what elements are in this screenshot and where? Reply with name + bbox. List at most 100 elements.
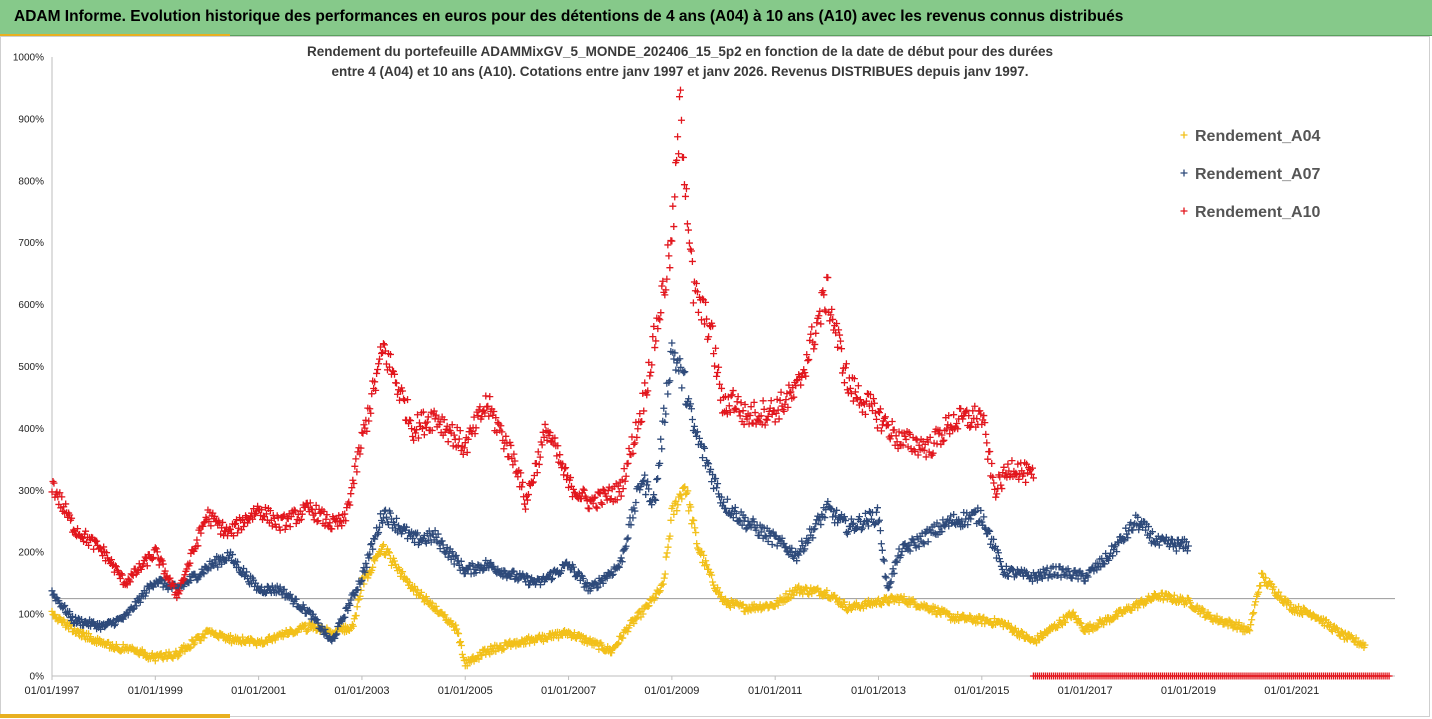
y-tick-label: 1000%	[13, 53, 44, 64]
data-point	[188, 636, 196, 644]
data-point	[1259, 570, 1267, 578]
data-point	[371, 557, 379, 565]
data-point	[1008, 457, 1016, 465]
data-point	[1299, 610, 1307, 618]
data-point	[406, 579, 414, 587]
data-point	[695, 434, 703, 442]
chart-frame	[0, 36, 1430, 717]
legend-label: Rendement_A07	[1195, 166, 1320, 183]
data-point	[313, 518, 321, 526]
data-point	[617, 492, 625, 500]
x-tick-label: 01/01/2021	[1264, 685, 1319, 697]
data-point	[671, 193, 679, 201]
data-point	[412, 429, 420, 437]
data-point	[864, 522, 872, 530]
data-point	[855, 513, 863, 521]
data-point	[56, 614, 64, 622]
data-point	[637, 418, 645, 426]
series-rendement-a07	[48, 339, 1192, 645]
data-point	[619, 634, 627, 642]
data-point	[523, 572, 531, 580]
data-point	[812, 329, 820, 337]
data-point	[1252, 598, 1260, 606]
data-point	[828, 305, 836, 313]
data-point	[455, 630, 463, 638]
data-point	[716, 588, 724, 596]
data-point	[890, 426, 898, 434]
data-point	[351, 462, 359, 470]
data-point	[1028, 577, 1036, 585]
data-point	[662, 410, 670, 418]
data-point	[97, 625, 105, 633]
x-tick-label: 01/01/2015	[954, 685, 1009, 697]
data-point	[892, 557, 900, 565]
data-point	[888, 418, 896, 426]
data-point	[801, 369, 809, 377]
data-point	[659, 580, 667, 588]
data-point	[962, 407, 970, 415]
data-point	[399, 527, 407, 535]
data-point	[151, 544, 159, 552]
data-point	[787, 548, 795, 556]
data-point	[945, 412, 953, 420]
data-point	[1060, 617, 1068, 625]
data-point	[653, 475, 661, 483]
data-point	[752, 526, 760, 534]
data-point	[440, 612, 448, 620]
data-point	[980, 513, 988, 521]
x-tick-label: 01/01/2019	[1161, 685, 1216, 697]
data-point	[990, 479, 998, 487]
data-point	[529, 478, 537, 486]
data-point	[348, 484, 356, 492]
data-point	[401, 397, 409, 405]
data-point	[1246, 627, 1254, 635]
data-point	[1105, 556, 1113, 564]
data-point	[1135, 526, 1143, 534]
data-point	[884, 584, 892, 592]
data-point	[379, 514, 387, 522]
data-point	[143, 562, 151, 570]
data-point	[281, 525, 289, 533]
data-point	[852, 524, 860, 532]
data-point	[1004, 460, 1012, 468]
data-point	[993, 490, 1001, 498]
data-point	[93, 537, 101, 545]
data-point	[623, 535, 631, 543]
data-point	[874, 518, 882, 526]
data-point	[776, 396, 784, 404]
legend: Rendement_A04 Rendement_A07 Rendement_A10	[1180, 128, 1320, 221]
data-point	[811, 525, 819, 533]
data-point	[710, 581, 718, 589]
data-point	[475, 655, 483, 663]
data-point	[738, 601, 746, 609]
data-point	[587, 584, 595, 592]
data-point	[634, 425, 642, 433]
data-point	[656, 316, 664, 324]
data-point	[699, 295, 707, 303]
data-point	[180, 575, 188, 583]
data-point	[292, 520, 300, 527]
data-point	[1361, 641, 1369, 649]
data-point	[814, 584, 822, 592]
data-point	[424, 413, 432, 421]
data-point	[1170, 591, 1178, 599]
y-tick-label: 200%	[18, 548, 44, 559]
data-point	[699, 454, 707, 462]
data-point	[673, 507, 681, 515]
data-point	[629, 449, 637, 457]
data-point	[1235, 619, 1243, 627]
data-point	[251, 511, 259, 519]
data-point	[461, 569, 469, 577]
data-point	[909, 434, 917, 442]
data-point	[1077, 620, 1085, 628]
data-point	[636, 410, 644, 418]
data-point	[1176, 540, 1184, 548]
data-point	[459, 450, 467, 458]
data-point	[693, 428, 701, 436]
data-point	[645, 602, 653, 610]
data-point	[681, 192, 689, 200]
data-point	[448, 421, 456, 429]
data-point	[901, 432, 909, 440]
data-point	[635, 608, 643, 616]
data-point	[581, 492, 589, 500]
